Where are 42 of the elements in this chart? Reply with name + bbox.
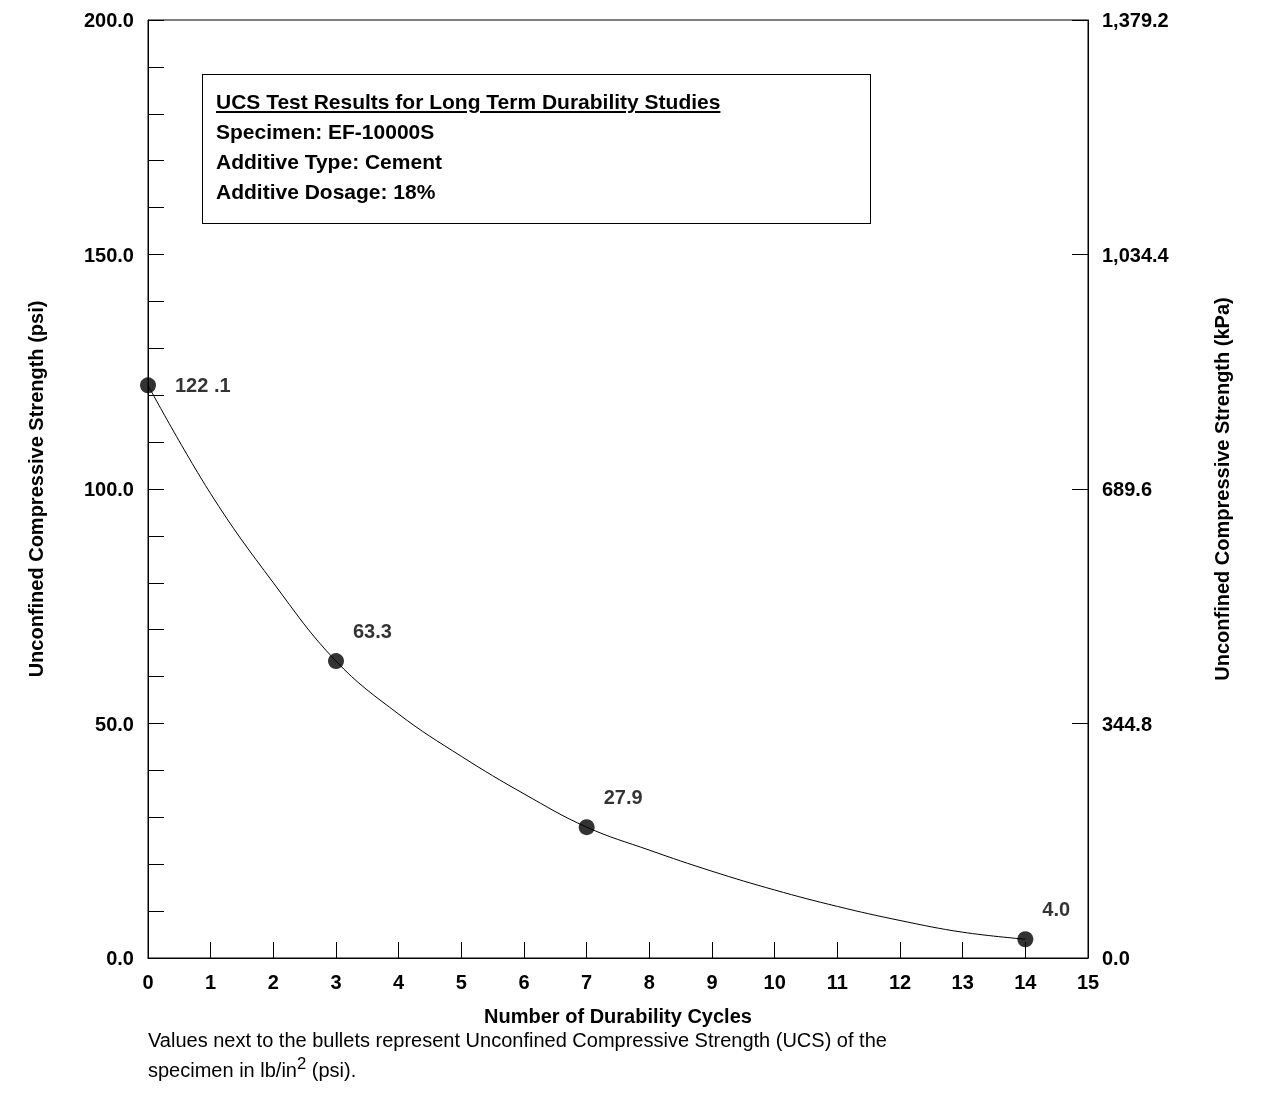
point (140, 377, 156, 394)
x-tick-label: 3 (330, 971, 342, 993)
y-tick-label: 50.0 (95, 712, 134, 735)
data-label: 63.3 (353, 620, 392, 643)
data-label: 4.0 (1042, 898, 1071, 921)
x-tick-label: 9 (706, 971, 718, 993)
y-tick-label: 200.0 (83, 9, 134, 31)
x-tick-label: 15 (1076, 971, 1100, 993)
x-tick-label: 6 (518, 971, 530, 993)
data-label: 122 .1 (175, 374, 231, 397)
y2-axis-title: Unconfined Compressive Strength (kPa) (1211, 297, 1233, 681)
y2-tick-label: 689.6 (1102, 478, 1153, 500)
x-tick-label: 13 (951, 971, 974, 993)
text-box: UCS Test Results for Long Term Durability Studies Specimen: EF-10000S Additive Type: Cement Additive Dosage: 18% (202, 74, 871, 224)
x-tick-label: 11 (826, 971, 848, 993)
annotation: Additive Type: Cement (216, 149, 443, 175)
y-tick-label: 150.0 (83, 243, 134, 266)
point (1017, 931, 1034, 948)
x-tick-label: 7 (581, 971, 593, 993)
data-label: 27.9 (603, 786, 643, 809)
x-tick-label: 4 (393, 971, 406, 993)
x-tick-label: 14 (1014, 971, 1038, 993)
text: Values next to the bullets represent Unconfined Compressive Strength (UCS) of the specimen in lb/in$^{2}$ (psi). (148, 1028, 888, 1082)
point (578, 819, 595, 836)
annotation: Additive Dosage: 18% (216, 179, 437, 205)
x-tick-label: 8 (643, 971, 655, 993)
x-tick-label: 12 (888, 971, 912, 993)
point (328, 653, 344, 670)
x-axis-title: Number of Durability Cycles (484, 1005, 752, 1027)
x-tick-label: 5 (455, 971, 467, 993)
y-tick-label: 100.0 (83, 478, 134, 500)
y2-tick-label: 1,379.2 (1102, 9, 1169, 31)
annotation: Specimen: EF-10000S (216, 119, 436, 145)
y2-tick-label: 1,034.4 (1102, 243, 1170, 266)
y2-tick-label: 344.8 (1102, 712, 1153, 735)
x-tick-label: 10 (763, 971, 786, 993)
x-tick-label: 0 (142, 971, 154, 993)
y-axis-title: Unconfined Compressive Strength (psi) (25, 300, 47, 678)
x-tick-label: 2 (267, 971, 279, 993)
x-tick-label: 1 (205, 971, 217, 993)
y-tick-label: 0.0 (106, 947, 134, 969)
y2-tick-label: 0.0 (1102, 947, 1130, 969)
